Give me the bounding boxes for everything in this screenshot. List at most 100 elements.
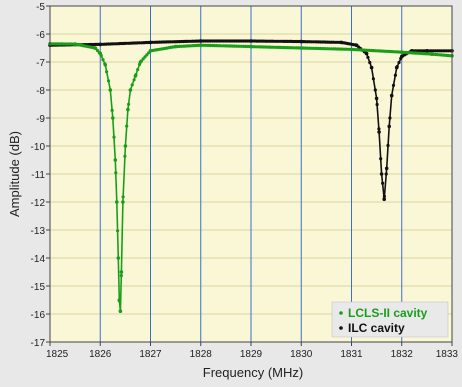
series-point-ilc: [385, 167, 389, 171]
series-point-ilc: [376, 103, 379, 106]
series-point-lcls-ii: [120, 270, 124, 274]
series-point-lcls-ii: [134, 74, 138, 78]
series-point-lcls-ii: [133, 78, 136, 81]
series-point-lcls-ii: [111, 116, 115, 120]
series-point-ilc: [365, 52, 369, 56]
series-point-lcls-ii: [139, 60, 143, 64]
y-tick-label: -9: [36, 114, 45, 125]
series-point-lcls-ii: [129, 88, 133, 92]
series-point-lcls-ii: [136, 68, 139, 71]
x-tick-label: 1829: [240, 349, 263, 360]
series-point-lcls-ii: [125, 125, 128, 128]
y-tick-label: -15: [31, 282, 46, 293]
y-tick-label: -6: [36, 30, 45, 41]
y-tick-label: -5: [36, 2, 45, 13]
series-point-ilc: [199, 39, 203, 43]
x-tick-label: 1830: [290, 349, 313, 360]
series-point-lcls-ii: [117, 256, 121, 260]
series-point-ilc: [374, 88, 377, 91]
x-tick-label: 1828: [190, 349, 213, 360]
series-point-ilc: [394, 74, 397, 77]
series-point-lcls-ii: [73, 42, 77, 46]
series-point-ilc: [368, 61, 371, 64]
series-point-ilc: [366, 56, 369, 59]
series-point-ilc: [386, 144, 389, 147]
series-point-lcls-ii: [400, 50, 404, 54]
series-point-ilc: [392, 84, 395, 87]
y-tick-label: -17: [31, 338, 46, 349]
series-point-lcls-ii: [123, 155, 126, 158]
series-point-lcls-ii: [430, 52, 434, 56]
series-point-lcls-ii: [111, 109, 114, 112]
series-point-ilc: [397, 61, 400, 64]
series-point-ilc: [379, 157, 382, 160]
series-point-ilc: [370, 66, 374, 70]
series-point-lcls-ii: [122, 195, 125, 198]
series-point-ilc: [381, 182, 384, 185]
series-point-lcls-ii: [127, 103, 130, 106]
series-point-lcls-ii: [115, 200, 119, 204]
series-point-lcls-ii: [300, 46, 304, 50]
series-point-ilc: [375, 97, 379, 101]
series-point-lcls-ii: [131, 83, 134, 86]
series-point-lcls-ii: [121, 200, 125, 204]
series-point-lcls-ii: [199, 43, 203, 47]
series-point-lcls-ii: [105, 70, 108, 73]
series-point-lcls-ii: [149, 49, 153, 53]
series-point-lcls-ii: [114, 171, 117, 174]
series-point-ilc: [390, 94, 394, 98]
series-point-ilc: [355, 43, 359, 47]
legend-label-ilc: ILC cavity: [348, 321, 405, 335]
series-point-lcls-ii: [101, 58, 104, 61]
series-point-lcls-ii: [104, 63, 108, 67]
x-tick-label: 1831: [340, 349, 363, 360]
legend-label-lcls-ii: LCLS-II cavity: [348, 306, 428, 320]
series-point-ilc: [149, 41, 153, 45]
series-point-ilc: [372, 77, 375, 80]
x-tick-label: 1833: [436, 349, 459, 360]
y-tick-label: -7: [36, 58, 45, 69]
series-point-lcls-ii: [120, 274, 123, 277]
series-point-lcls-ii: [114, 158, 118, 162]
y-tick-label: -10: [31, 142, 46, 153]
x-tick-label: 1827: [139, 349, 162, 360]
y-tick-label: -12: [31, 198, 46, 209]
legend: LCLS-II cavity ILC cavity: [332, 302, 448, 337]
y-axis-label: Amplitude (dB): [7, 131, 22, 217]
series-point-ilc: [380, 172, 384, 176]
y-tick-label: -11: [31, 170, 45, 181]
legend-marker-ilc: [339, 326, 343, 330]
series-point-ilc: [382, 197, 386, 201]
series-point-lcls-ii: [249, 45, 253, 49]
series-point-lcls-ii: [118, 298, 122, 302]
series-point-lcls-ii: [116, 229, 119, 232]
series-point-ilc: [400, 55, 404, 59]
series-point-lcls-ii: [124, 144, 128, 148]
x-tick-label: 1826: [89, 349, 112, 360]
y-tick-label: -13: [31, 226, 46, 237]
series-point-ilc: [388, 116, 391, 119]
series-point-lcls-ii: [350, 48, 354, 52]
series-point-lcls-ii: [119, 309, 123, 313]
series-point-ilc: [99, 43, 103, 47]
series-point-lcls-ii: [112, 136, 115, 139]
series-point-lcls-ii: [93, 46, 97, 50]
series-point-lcls-ii: [107, 79, 110, 82]
x-tick-label: 1825: [46, 349, 69, 360]
series-point-ilc: [377, 127, 380, 130]
y-tick-label: -16: [31, 310, 46, 321]
y-tick-label: -8: [36, 86, 45, 97]
series-point-ilc: [385, 172, 388, 175]
series-point-ilc: [425, 49, 429, 53]
x-tick-label: 1832: [391, 349, 414, 360]
series-point-ilc: [300, 40, 304, 44]
x-axis-label: Frequency (MHz): [203, 365, 303, 380]
series-point-ilc: [249, 39, 253, 43]
series-point-lcls-ii: [174, 45, 178, 49]
series-point-lcls-ii: [126, 108, 130, 112]
series-point-lcls-ii: [109, 88, 113, 92]
y-tick-label: -14: [31, 254, 46, 265]
series-point-ilc: [340, 41, 344, 45]
